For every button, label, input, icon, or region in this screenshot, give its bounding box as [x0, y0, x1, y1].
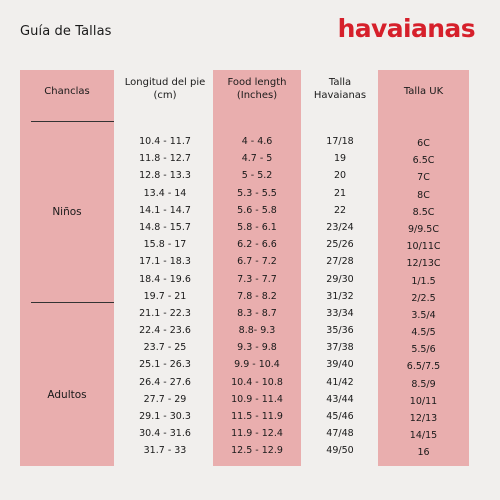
cell-talla-uk: 4.5/5	[411, 327, 436, 339]
cell-longitud: 14.1 - 14.7	[139, 204, 191, 216]
cell-talla-havaianas: 47/48	[326, 428, 354, 440]
cell-food-length: 4 - 4.6	[241, 136, 273, 147]
cell-food-length: 6.2 - 6.6	[237, 239, 277, 251]
cell-talla-havaianas: 22	[333, 204, 347, 216]
cell-longitud: 14.8 - 15.7	[139, 221, 191, 233]
cell-food-length: 5.6 - 5.8	[237, 204, 277, 216]
cell-food-length: 5.8 - 6.1	[237, 221, 277, 233]
page-title: Guía de Tallas	[20, 24, 112, 39]
header-food-length: Food length (Inches)	[227, 77, 287, 101]
cell-longitud: 17.1 - 18.3	[139, 256, 191, 268]
talla-uk-column-highlight	[378, 70, 469, 466]
cell-talla-uk: 3.5/4	[411, 309, 436, 321]
cell-talla-havaianas: 23/24	[326, 221, 354, 233]
cell-food-length: 8.8- 9.3	[238, 325, 276, 337]
cell-talla-uk: 8C	[417, 189, 430, 201]
cell-talla-uk: 6.5/7.5	[406, 361, 441, 373]
header-longitud: Longitud del pie (cm)	[124, 77, 206, 101]
chanclas-column-highlight	[20, 70, 114, 466]
column-food-length: 4 - 4.6 4.7 - 5 5 - 5.2 5.3 - 5.5 5.6 - 5.8 5…	[213, 133, 301, 460]
cell-talla-uk: 12/13	[409, 413, 438, 424]
group-divider-ninos	[31, 121, 114, 122]
cell-longitud: 29.1 - 30.3	[139, 411, 191, 422]
header-talla-havaianas: Talla Havaianas	[313, 77, 367, 101]
cell-talla-uk: 5.5/6	[411, 344, 436, 356]
cell-talla-uk: 16	[417, 447, 430, 459]
cell-talla-havaianas: 21	[333, 187, 347, 199]
cell-talla-havaianas: 17/18	[326, 136, 354, 147]
group-label-ninos: Niños	[52, 206, 82, 218]
cell-longitud: 18.4 - 19.6	[139, 273, 191, 285]
cell-talla-havaianas: 27/28	[326, 256, 354, 268]
cell-talla-uk: 6C	[417, 138, 430, 149]
cell-talla-havaianas: 31/32	[326, 290, 354, 302]
cell-longitud: 25.1 - 26.3	[139, 359, 191, 371]
cell-food-length: 7.3 - 7.7	[237, 273, 277, 285]
cell-talla-uk: 10/11C	[406, 241, 441, 253]
cell-food-length: 7.8 - 8.2	[237, 290, 277, 302]
cell-longitud: 15.8 - 17	[143, 239, 187, 251]
cell-talla-uk: 2/2.5	[411, 292, 436, 304]
cell-talla-uk: 7C	[417, 172, 430, 184]
header-talla-uk: Talla UK	[403, 86, 444, 97]
column-talla-havaianas: 17/18 19 20 21 22 23/24 25/26 27/28 29/30 31/32 33…	[305, 133, 375, 460]
cell-longitud: 13.4 - 14	[143, 187, 187, 199]
cell-longitud: 12.8 - 13.3	[139, 170, 191, 182]
cell-food-length: 5 - 5.2	[241, 170, 273, 182]
cell-talla-havaianas: 33/34	[326, 307, 354, 319]
cell-talla-uk: 8.5C	[412, 206, 435, 218]
brand-logo: havaianas	[337, 14, 476, 43]
cell-talla-uk: 12/13C	[406, 258, 441, 270]
cell-longitud: 27.7 - 29	[143, 393, 187, 405]
cell-talla-uk: 14/15	[409, 430, 438, 442]
cell-food-length: 9.3 - 9.8	[237, 342, 277, 354]
cell-talla-havaianas: 49/50	[326, 445, 354, 457]
group-divider-adultos	[31, 302, 114, 303]
cell-longitud: 31.7 - 33	[143, 445, 187, 457]
group-label-adultos: Adultos	[47, 389, 87, 401]
cell-food-length: 6.7 - 7.2	[237, 256, 277, 268]
cell-longitud: 11.8 - 12.7	[139, 153, 191, 165]
cell-food-length: 8.3 - 8.7	[237, 307, 277, 319]
column-talla-uk: 6C 6.5C 7C 8C 8.5C 9/9.5C 10/11C 12/13C 1/1.5 2/2…	[378, 135, 469, 462]
cell-food-length: 10.4 - 10.8	[231, 376, 283, 388]
cell-food-length: 9.9 - 10.4	[234, 359, 280, 371]
cell-talla-uk: 8.5/9	[411, 378, 436, 390]
cell-talla-uk: 9/9.5C	[408, 223, 439, 235]
cell-talla-havaianas: 43/44	[326, 393, 354, 405]
cell-longitud: 26.4 - 27.6	[139, 376, 191, 388]
cell-longitud: 19.7 - 21	[143, 290, 187, 302]
column-longitud: 10.4 - 11.7 11.8 - 12.7 12.8 - 13.3 13.4 - …	[121, 133, 209, 460]
cell-longitud: 22.4 - 23.6	[139, 325, 191, 337]
cell-food-length: 11.9 - 12.4	[231, 428, 283, 440]
cell-talla-havaianas: 35/36	[326, 325, 354, 337]
cell-talla-uk: 1/1.5	[411, 275, 436, 287]
cell-talla-havaianas: 25/26	[326, 239, 354, 251]
cell-talla-havaianas: 20	[333, 170, 347, 182]
cell-talla-uk: 10/11	[409, 395, 438, 407]
cell-longitud: 10.4 - 11.7	[139, 136, 191, 147]
cell-talla-havaianas: 37/38	[326, 342, 354, 354]
cell-talla-havaianas: 39/40	[326, 359, 354, 371]
cell-food-length: 5.3 - 5.5	[237, 187, 277, 199]
cell-talla-uk: 6.5C	[412, 155, 435, 167]
cell-food-length: 11.5 - 11.9	[231, 411, 283, 422]
cell-talla-havaianas: 41/42	[326, 376, 354, 388]
cell-longitud: 30.4 - 31.6	[139, 428, 191, 440]
cell-talla-havaianas: 29/30	[326, 273, 354, 285]
header-chanclas: Chanclas	[44, 86, 90, 97]
cell-food-length: 4.7 - 5	[241, 153, 273, 165]
cell-talla-havaianas: 19	[333, 153, 347, 165]
cell-longitud: 23.7 - 25	[143, 342, 187, 354]
cell-food-length: 10.9 - 11.4	[231, 393, 283, 405]
cell-talla-havaianas: 45/46	[326, 411, 354, 422]
cell-longitud: 21.1 - 22.3	[139, 307, 191, 319]
food-length-column-highlight	[213, 70, 301, 466]
cell-food-length: 12.5 - 12.9	[231, 445, 283, 457]
